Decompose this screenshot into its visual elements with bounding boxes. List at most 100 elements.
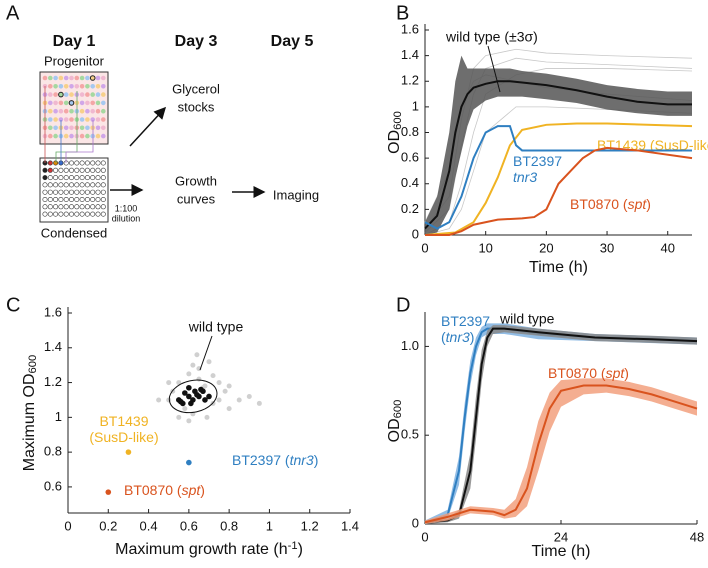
y-tick-label: 0 bbox=[412, 226, 419, 241]
text-part: BT0870 ( bbox=[548, 365, 606, 381]
well bbox=[42, 167, 48, 173]
well bbox=[63, 204, 69, 210]
well bbox=[53, 189, 59, 195]
well bbox=[79, 117, 85, 122]
well bbox=[74, 211, 80, 217]
series-label: BT2397 (tnr3) bbox=[441, 313, 490, 345]
well bbox=[74, 175, 80, 181]
text-part: ) bbox=[314, 452, 319, 468]
y-axis-label: Maximum OD600 bbox=[21, 355, 39, 471]
x-tick-label: 30 bbox=[600, 240, 614, 255]
well bbox=[95, 117, 101, 122]
well bbox=[90, 167, 96, 173]
point bbox=[186, 384, 192, 391]
error-band bbox=[425, 325, 697, 524]
point bbox=[196, 376, 202, 382]
panel-label: C bbox=[6, 294, 20, 316]
line bbox=[425, 146, 693, 236]
x-tick-label: 24 bbox=[554, 529, 568, 544]
text-part: BT2397 bbox=[441, 313, 490, 329]
point bbox=[105, 489, 112, 495]
well bbox=[69, 160, 75, 166]
well bbox=[95, 211, 101, 217]
well bbox=[58, 75, 64, 81]
text-part: 600 bbox=[392, 400, 404, 419]
well bbox=[58, 211, 64, 217]
well bbox=[63, 100, 69, 106]
x-tick-label: 0.2 bbox=[99, 518, 117, 533]
well bbox=[85, 92, 90, 97]
text-part: ) bbox=[200, 482, 205, 498]
x-tick-label: 1.4 bbox=[341, 518, 359, 533]
well bbox=[85, 117, 90, 122]
well bbox=[85, 84, 90, 89]
y-tick-label: 0.8 bbox=[401, 124, 419, 139]
well bbox=[53, 125, 58, 131]
leader-line bbox=[487, 45, 501, 93]
well bbox=[63, 167, 69, 173]
well bbox=[69, 117, 74, 122]
well bbox=[42, 204, 48, 210]
x-tick-label: 0 bbox=[421, 240, 428, 255]
point bbox=[166, 397, 172, 403]
well bbox=[68, 100, 75, 106]
well bbox=[69, 182, 75, 188]
well bbox=[47, 197, 53, 203]
text-part: 600 bbox=[27, 355, 39, 374]
well bbox=[84, 160, 90, 166]
well bbox=[58, 204, 64, 210]
y-tick-label: 0.4 bbox=[401, 175, 419, 190]
dilution-label: 1:100 bbox=[115, 203, 138, 213]
well bbox=[69, 204, 75, 210]
point bbox=[204, 414, 210, 420]
x-tick-label: 0.4 bbox=[140, 518, 158, 533]
well bbox=[74, 75, 80, 81]
well bbox=[90, 92, 95, 97]
day-label: Day 1 bbox=[53, 33, 96, 50]
well bbox=[95, 133, 101, 139]
text-part: spt bbox=[182, 482, 202, 498]
text-part: ) bbox=[624, 365, 629, 381]
well bbox=[47, 182, 53, 188]
well bbox=[74, 189, 80, 195]
well bbox=[69, 175, 75, 181]
well bbox=[63, 175, 69, 181]
series-label: BT2397 tnr3 bbox=[513, 153, 562, 185]
well bbox=[101, 133, 106, 139]
well bbox=[79, 211, 85, 217]
well bbox=[85, 108, 90, 114]
point bbox=[216, 380, 222, 386]
day-label: Day 5 bbox=[271, 33, 314, 50]
well bbox=[53, 167, 59, 173]
point bbox=[182, 390, 188, 396]
well bbox=[90, 175, 96, 181]
point bbox=[216, 397, 222, 403]
text-part: BT2397 ( bbox=[232, 452, 290, 468]
y-tick-label: 1 bbox=[55, 409, 62, 424]
well bbox=[95, 167, 101, 173]
y-tick-label: 1.2 bbox=[401, 73, 419, 88]
well bbox=[90, 160, 96, 166]
series-label: wild type bbox=[188, 319, 244, 335]
text-part: OD bbox=[386, 130, 403, 154]
point bbox=[176, 380, 182, 386]
well bbox=[58, 189, 64, 195]
well bbox=[53, 100, 58, 106]
well bbox=[53, 182, 59, 188]
well bbox=[79, 197, 85, 203]
well bbox=[48, 133, 53, 139]
well bbox=[79, 133, 85, 139]
well bbox=[95, 92, 101, 97]
point bbox=[226, 406, 232, 412]
well bbox=[63, 92, 69, 97]
well bbox=[90, 204, 96, 210]
step-label: curves bbox=[177, 191, 216, 206]
workflow-diagram: Day 1 Day 3 Day 5 Progenitor Condensed G… bbox=[39, 33, 319, 240]
well bbox=[90, 100, 95, 106]
well bbox=[69, 125, 74, 131]
well bbox=[90, 117, 95, 122]
point bbox=[256, 400, 262, 406]
y-tick-label: 1.0 bbox=[401, 338, 419, 353]
well bbox=[69, 108, 74, 114]
well bbox=[63, 189, 69, 195]
